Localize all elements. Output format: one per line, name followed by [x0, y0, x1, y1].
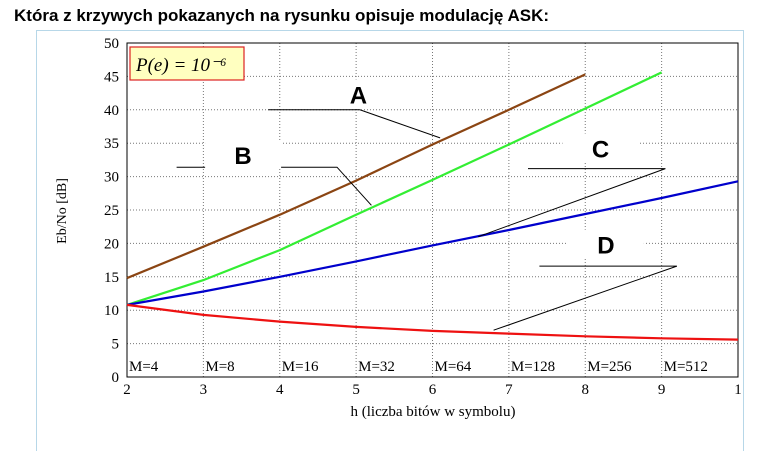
- m-labels: M=4 M=8 M=16 M=32 M=64 M=128 M=256 M=512: [129, 359, 708, 375]
- y-tick-label: 50: [104, 36, 119, 52]
- leader-a: [268, 109, 441, 139]
- curve-label-c: C: [592, 137, 609, 164]
- x-tick-label: 7: [505, 382, 513, 398]
- plot-frame: [126, 42, 739, 378]
- curve-label-a: A: [350, 82, 367, 109]
- leader-c: [478, 168, 666, 238]
- m-label: M=4: [129, 359, 159, 375]
- m-label: M=64: [435, 359, 472, 375]
- y-tick-label: 5: [112, 337, 120, 353]
- curve-label-bg: [320, 79, 397, 108]
- curve-labels: A B C D: [205, 79, 644, 260]
- curve-label-bg: [205, 140, 282, 169]
- curve-label-b: B: [234, 143, 251, 170]
- y-tick-label: 15: [104, 270, 119, 286]
- series-lines: [126, 71, 739, 341]
- series-line-d: [126, 303, 739, 341]
- curve-label-bg: [562, 133, 639, 162]
- grid: [127, 43, 738, 377]
- m-label: M=8: [205, 359, 234, 375]
- x-tick-label: 2: [123, 382, 131, 398]
- series-line-b: [126, 71, 663, 306]
- x-tick-label: 3: [200, 382, 208, 398]
- m-label: M=32: [358, 359, 395, 375]
- x-tick-label: 6: [429, 382, 437, 398]
- y-tick-label: 40: [104, 103, 119, 119]
- formula-label: P(e) = 10⁻⁶: [135, 55, 227, 76]
- plot-frame: [126, 42, 739, 378]
- x-tick-label: 5: [352, 382, 360, 398]
- y-tick-label: 30: [104, 170, 119, 186]
- y-tick-label: 0: [112, 370, 120, 386]
- x-tick-label: 9: [658, 382, 666, 398]
- y-tick-label: 35: [104, 136, 119, 152]
- curve-label-bg: [567, 229, 644, 258]
- x-tick-label: 1: [734, 382, 742, 398]
- formula-box: P(e) = 10⁻⁶: [129, 46, 245, 81]
- y-tick-label: 45: [104, 69, 119, 85]
- y-tick-label: 20: [104, 236, 119, 252]
- y-tick-label: 10: [104, 303, 119, 319]
- x-tick-label: 4: [276, 382, 284, 398]
- y-axis-label: Eb/No [dB]: [55, 178, 70, 244]
- m-label: M=512: [664, 359, 708, 375]
- x-tick-label: 8: [582, 382, 590, 398]
- series-line-a: [126, 73, 586, 280]
- y-tick-label: 25: [104, 203, 119, 219]
- m-label: M=128: [511, 359, 555, 375]
- series-line-c: [126, 180, 739, 306]
- leader-d: [493, 265, 678, 331]
- x-ticks: 2 3 4 5 6 7 8 9 1: [123, 382, 742, 398]
- m-label: M=256: [587, 359, 632, 375]
- curve-label-d: D: [597, 233, 614, 260]
- x-axis-label: h (liczba bitów w symbolu): [351, 404, 516, 420]
- question-text: Która z krzywych pokazanych na rysunku o…: [14, 6, 550, 25]
- y-ticks: 0 5 10 15 20 25 30 35 40 45 50: [104, 36, 119, 386]
- m-label: M=16: [282, 359, 319, 375]
